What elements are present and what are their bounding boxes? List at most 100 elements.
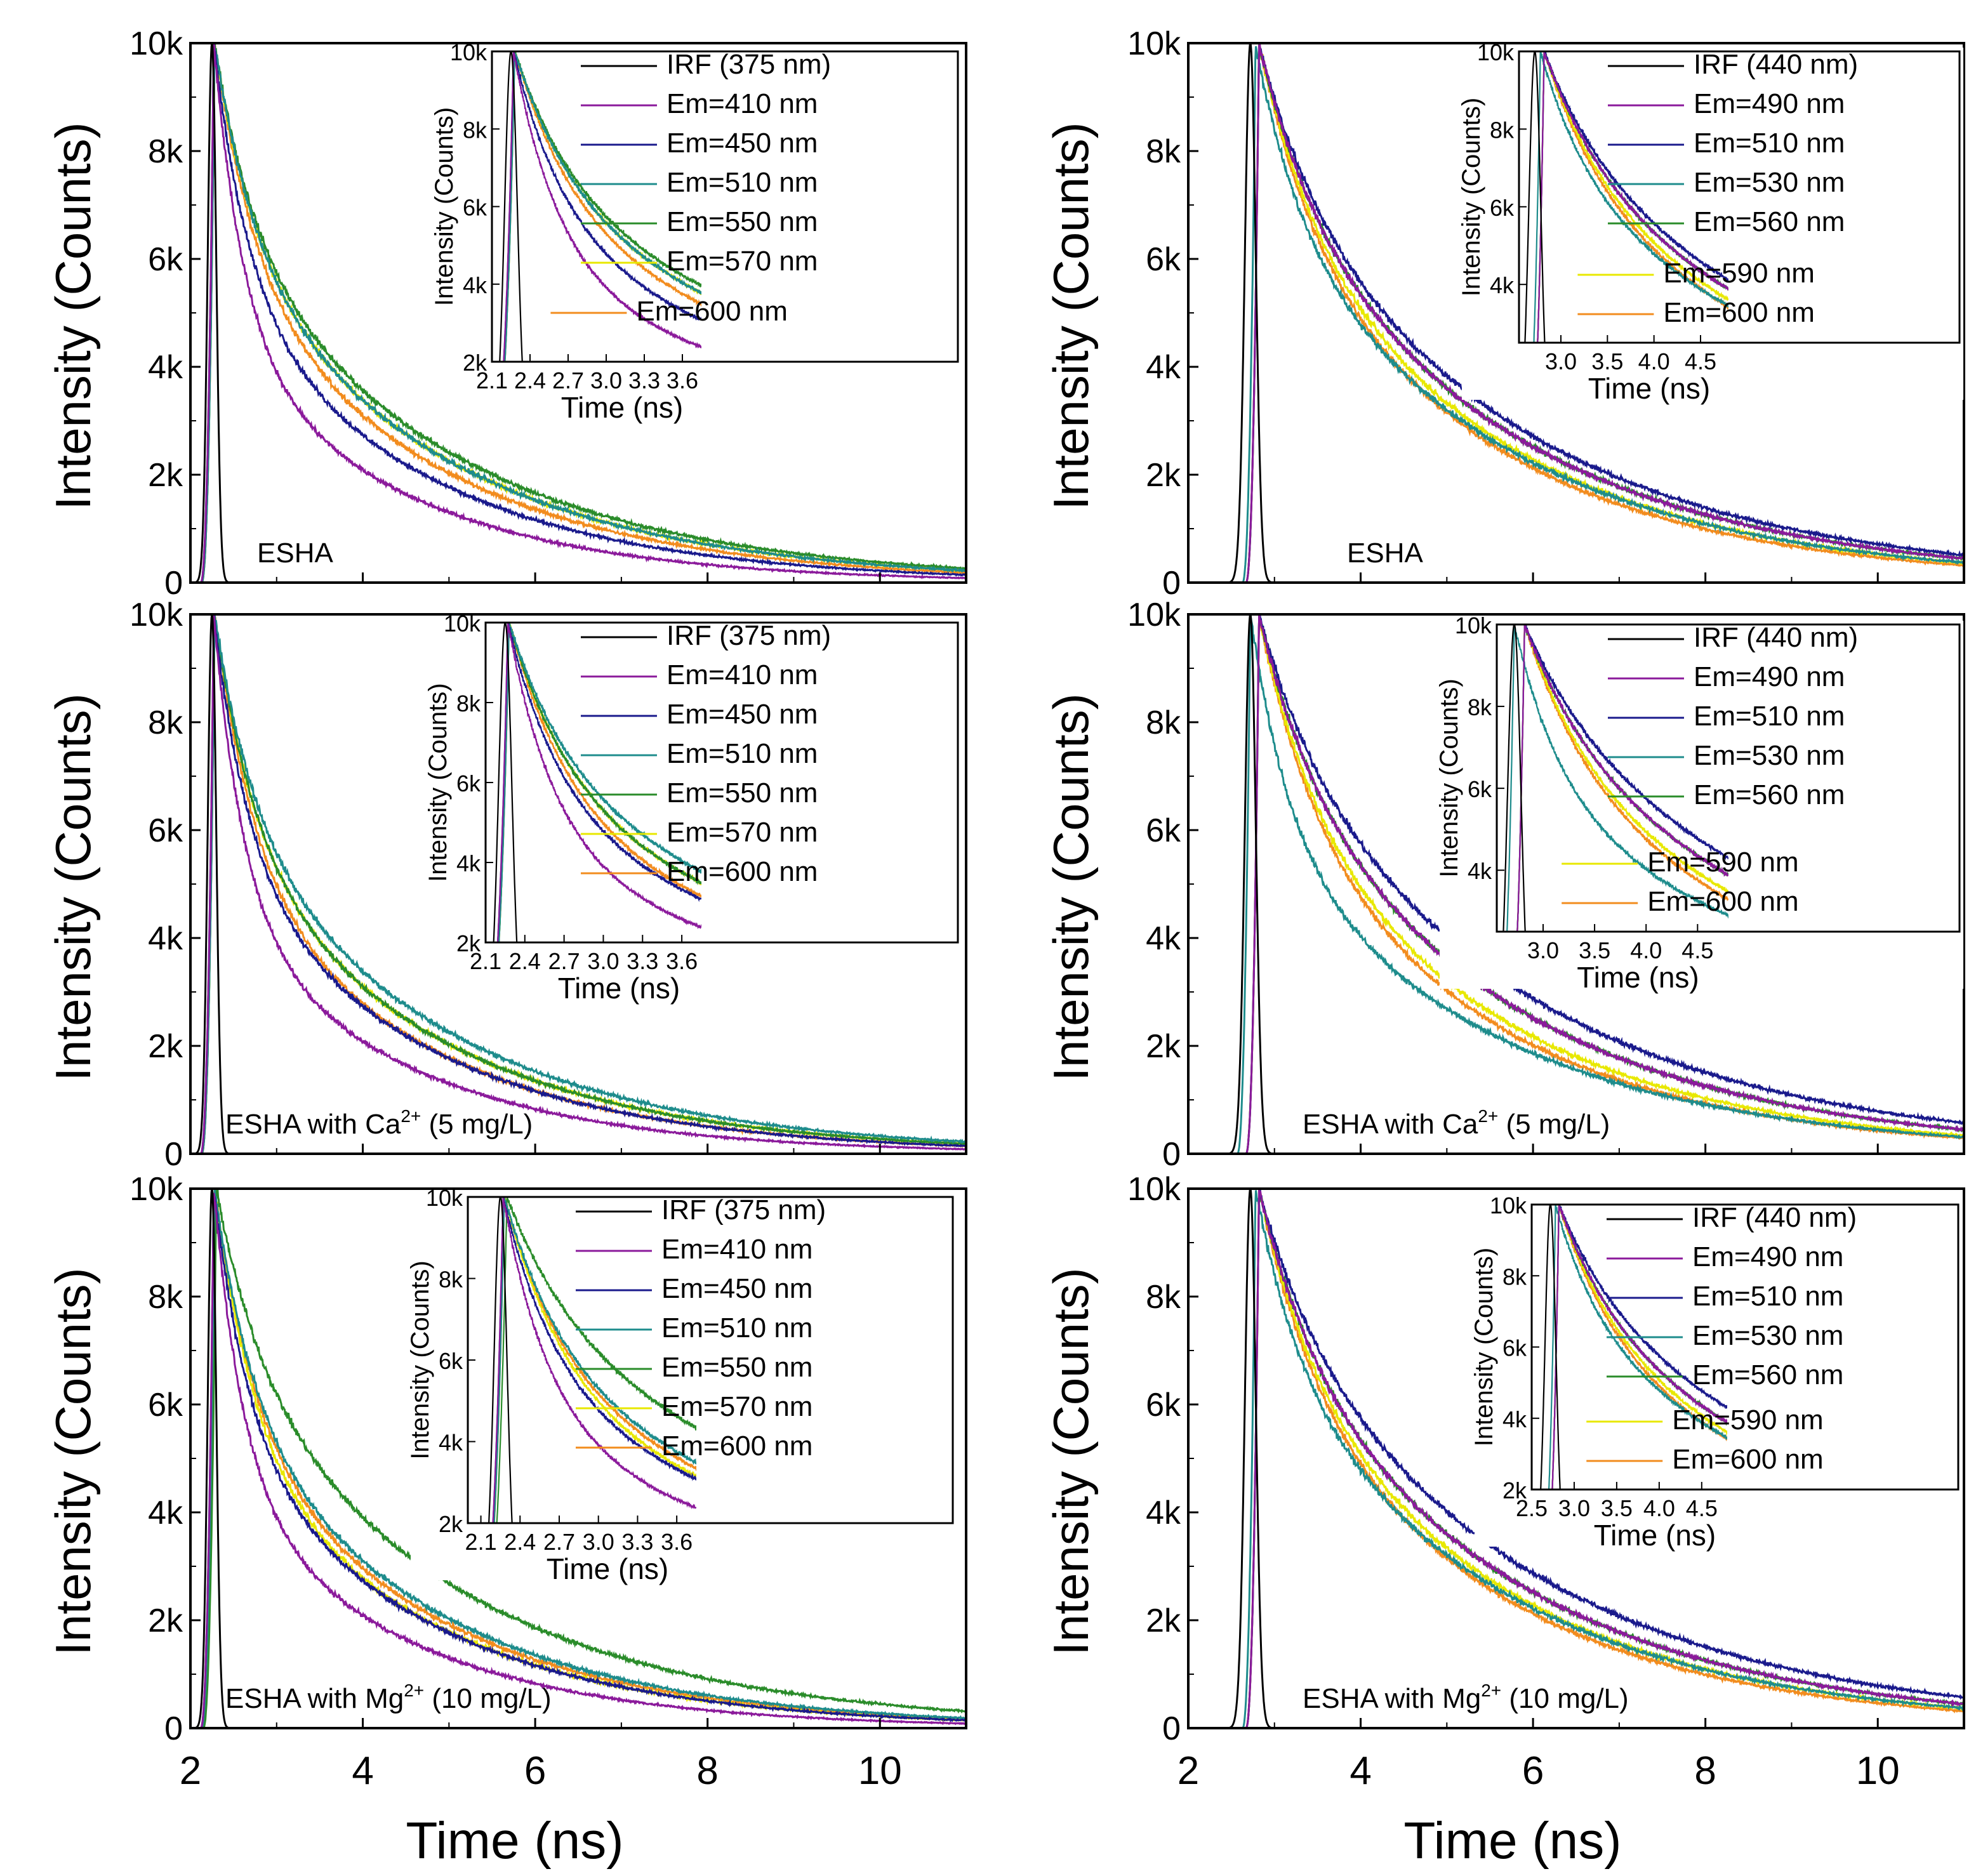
inset-y-tick-label: 8k	[1468, 694, 1492, 720]
legend-label: Em=450 nm	[667, 699, 818, 730]
series-line-em-510-nm	[190, 48, 966, 583]
legend-label: Em=600 nm	[661, 1430, 812, 1462]
series-line-em-410-nm	[190, 43, 966, 583]
x-tick-label: 6	[1522, 1749, 1544, 1793]
y-tick-label: 6k	[148, 812, 183, 849]
inset-x-tick-label: 3.5	[1579, 937, 1610, 963]
inset-x-tick-label: 4.0	[1643, 1495, 1675, 1521]
annotation-suffix: (10 mg/L)	[1501, 1683, 1629, 1714]
inset-x-axis-label: Time (ns)	[1577, 961, 1699, 994]
panel-annotation: ESHA with Ca2+ (5 mg/L)	[225, 1106, 533, 1140]
y-tick-label: 4k	[148, 1495, 183, 1531]
panel-annotation: ESHA with Mg2+ (10 mg/L)	[1303, 1681, 1629, 1714]
inset-y-tick-label: 10k	[426, 1185, 463, 1211]
inset-x-axis-label: Time (ns)	[561, 391, 684, 424]
series-line-em-490-nm	[1188, 1189, 1964, 1728]
series-line-em-510-nm	[190, 615, 966, 1154]
y-tick-label: 2k	[1146, 1028, 1181, 1065]
inset-y-tick-label: 8k	[456, 690, 481, 717]
panel-data	[190, 43, 966, 583]
x-tick-label: 8	[696, 1749, 718, 1793]
legend-label: Em=600 nm	[667, 856, 818, 887]
inset-y-tick-label: 4k	[463, 272, 487, 298]
annotation-main: ESHA with Ca	[1303, 1109, 1478, 1140]
inset-frame	[1518, 50, 1961, 344]
inset-x-tick-label: 2.7	[548, 948, 580, 974]
inset-x-tick-label: 4.5	[1681, 937, 1713, 963]
legend-label: Em=600 nm	[636, 296, 787, 327]
y-tick-label: 10k	[129, 25, 183, 62]
inset-series-line-em-490-nm	[1551, 1205, 1727, 1490]
y-tick-label: 4k	[1146, 349, 1181, 386]
annotation-superscript: 2+	[401, 1106, 421, 1126]
inset-y-tick-label: 10k	[1477, 39, 1515, 65]
series-line-em-550-nm	[190, 1189, 966, 1728]
inset-x-axis-label: Time (ns)	[558, 972, 680, 1005]
inset-y-axis-label: Intensity (Counts)	[1470, 1248, 1498, 1446]
x-tick-label: 8	[1694, 1749, 1716, 1793]
inset-x-tick-label: 2.1	[470, 948, 501, 974]
inset-y-axis-label: Intensity (Counts)	[1435, 678, 1463, 877]
y-tick-label: 2k	[148, 1602, 183, 1639]
inset-left-bottom: IRF (375 nm) Em=410 nm Em=450 nm Em=510 nm E…	[406, 1185, 957, 1585]
y-axis-label: Intensity (Counts)	[1043, 122, 1099, 510]
x-tick-label: 4	[1350, 1749, 1371, 1793]
y-tick-label: 4k	[1146, 1495, 1181, 1531]
panel-data	[1188, 614, 1964, 1154]
inset-x-tick-label: 2.1	[465, 1529, 497, 1555]
inset-x-axis-label: Time (ns)	[547, 1552, 669, 1585]
inset-x-tick-label: 3.6	[666, 948, 698, 974]
legend-label: Em=590 nm	[1672, 1404, 1823, 1436]
inset-right-middle: IRF (440 nm) Em=490 nm Em=510 nm Em=530 nm E…	[1435, 612, 1963, 994]
legend-label: Em=510 nm	[661, 1312, 812, 1344]
series-line-em-410-nm	[190, 614, 966, 1154]
legend-label: Em=410 nm	[667, 88, 818, 119]
inset-x-tick-label: 2.7	[543, 1529, 575, 1555]
legend-label: Em=550 nm	[661, 1352, 812, 1383]
annotation-suffix: (5 mg/L)	[421, 1109, 533, 1140]
inset-y-tick-label: 4k	[1502, 1406, 1527, 1432]
annotation-main: ESHA	[1347, 538, 1423, 569]
panel-left-top: 0 2k 4k 6k 8k 10k Intensity (Counts) ESHA IRF (3…	[45, 25, 967, 602]
y-axis-label: Intensity (Counts)	[45, 1267, 101, 1655]
inset-y-tick-label: 6k	[439, 1348, 463, 1374]
y-tick-label: 2k	[148, 457, 183, 494]
y-tick-label: 8k	[148, 133, 183, 170]
inset-series-line-em-410-nm	[503, 51, 701, 362]
legend-label: Em=410 nm	[667, 659, 818, 690]
inset-x-tick-label: 3.5	[1591, 348, 1623, 374]
y-tick-label: 6k	[1146, 812, 1181, 849]
inset-left-top: IRF (375 nm) Em=410 nm Em=450 nm Em=510 nm E…	[430, 39, 962, 424]
y-tick-label: 4k	[148, 349, 183, 386]
y-tick-label: 0	[164, 1136, 183, 1173]
inset-y-tick-label: 8k	[439, 1267, 463, 1293]
inset-y-tick-label: 6k	[463, 195, 487, 221]
panel-right-top: 0 2k 4k 6k 8k 10k Intensity (Counts) ESHA IRF (4…	[1043, 25, 1965, 602]
series-line-em-510-nm	[1188, 1189, 1964, 1728]
annotation-main: ESHA with Mg	[1303, 1683, 1481, 1714]
panel-data	[190, 614, 966, 1154]
legend-label: Em=530 nm	[1694, 167, 1845, 198]
annotation-suffix: (10 mg/L)	[424, 1683, 552, 1714]
legend-label: Em=560 nm	[1694, 779, 1845, 810]
y-tick-label: 4k	[1146, 920, 1181, 957]
legend-label: Em=510 nm	[1694, 701, 1845, 732]
inset-x-tick-label: 4.5	[1686, 1495, 1718, 1521]
series-line-em-550-nm	[190, 616, 966, 1154]
inset-x-tick-label: 3.6	[667, 367, 698, 393]
inset-irf-line	[488, 1197, 513, 1523]
inset-y-axis-label: Intensity (Counts)	[424, 683, 452, 882]
panel-data	[1188, 1189, 1964, 1728]
inset-y-tick-label: 2k	[456, 930, 481, 956]
legend-label: IRF (440 nm)	[1694, 622, 1858, 653]
y-axis-label: Intensity (Counts)	[1043, 693, 1099, 1081]
legend-label: Em=510 nm	[667, 738, 818, 769]
inset-x-tick-label: 3.0	[583, 1529, 614, 1555]
inset-y-axis-label: Intensity (Counts)	[430, 107, 458, 306]
y-tick-label: 6k	[1146, 241, 1181, 278]
inset-x-tick-label: 2.4	[509, 948, 541, 974]
inset-y-tick-label: 2k	[463, 350, 487, 376]
legend-label: IRF (375 nm)	[661, 1194, 826, 1225]
inset-x-tick-label: 3.5	[1601, 1495, 1633, 1521]
inset-y-tick-label: 4k	[1468, 858, 1492, 884]
